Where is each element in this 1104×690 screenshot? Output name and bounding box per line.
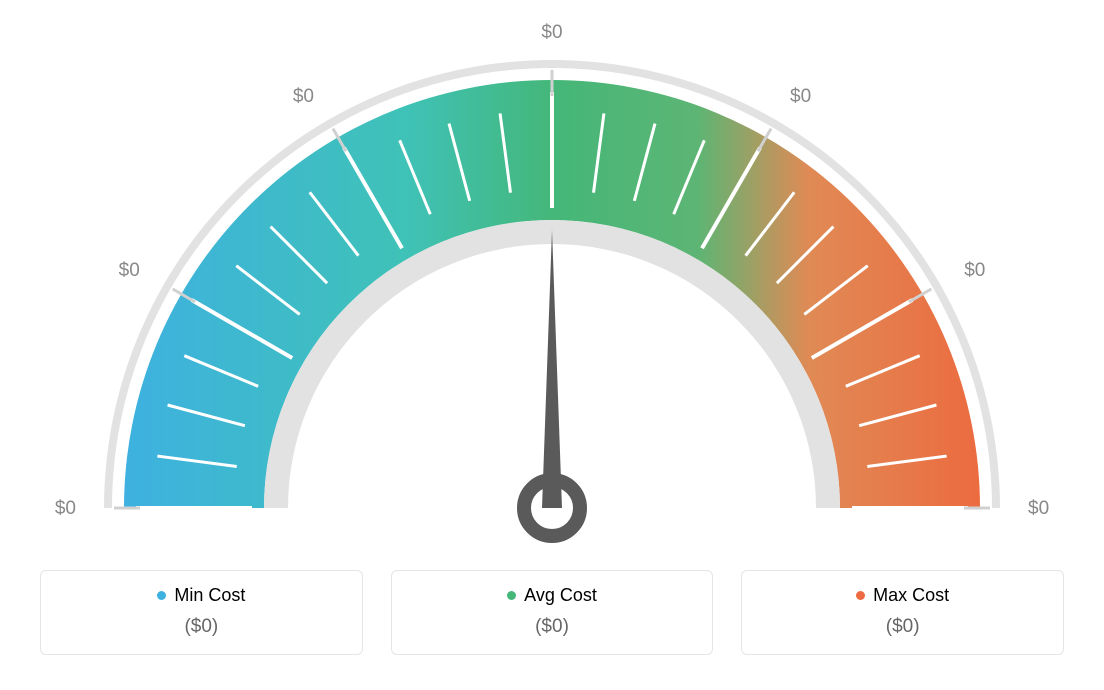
gauge-tick-label: $0	[1028, 498, 1049, 519]
dot-icon	[856, 591, 865, 600]
legend-value-max: ($0)	[752, 616, 1053, 638]
legend-value-avg: ($0)	[402, 616, 703, 638]
legend-label-max: Max Cost	[856, 585, 949, 606]
gauge-needle	[542, 230, 562, 508]
legend-label-min: Min Cost	[157, 585, 245, 606]
gauge-tick-label: $0	[55, 498, 76, 519]
legend-label-avg: Avg Cost	[507, 585, 597, 606]
legend-card-min: Min Cost ($0)	[40, 570, 363, 655]
legend-row: Min Cost ($0) Avg Cost ($0) Max Cost ($0…	[0, 570, 1104, 655]
dot-icon	[157, 591, 166, 600]
legend-card-max: Max Cost ($0)	[741, 570, 1064, 655]
legend-label-text: Min Cost	[174, 585, 245, 606]
gauge-tick-label: $0	[790, 86, 811, 107]
gauge-tick-label: $0	[964, 260, 985, 281]
legend-card-avg: Avg Cost ($0)	[391, 570, 714, 655]
legend-label-text: Max Cost	[873, 585, 949, 606]
gauge-tick-label: $0	[119, 260, 140, 281]
gauge-tick-label: $0	[541, 22, 562, 43]
dot-icon	[507, 591, 516, 600]
legend-label-text: Avg Cost	[524, 585, 597, 606]
gauge-chart: $0 $0 $0 $0 $0 $0 $0	[0, 0, 1104, 560]
gauge-tick-label: $0	[293, 86, 314, 107]
legend-value-min: ($0)	[51, 616, 352, 638]
gauge-svg: $0 $0 $0 $0 $0 $0 $0	[0, 0, 1104, 560]
